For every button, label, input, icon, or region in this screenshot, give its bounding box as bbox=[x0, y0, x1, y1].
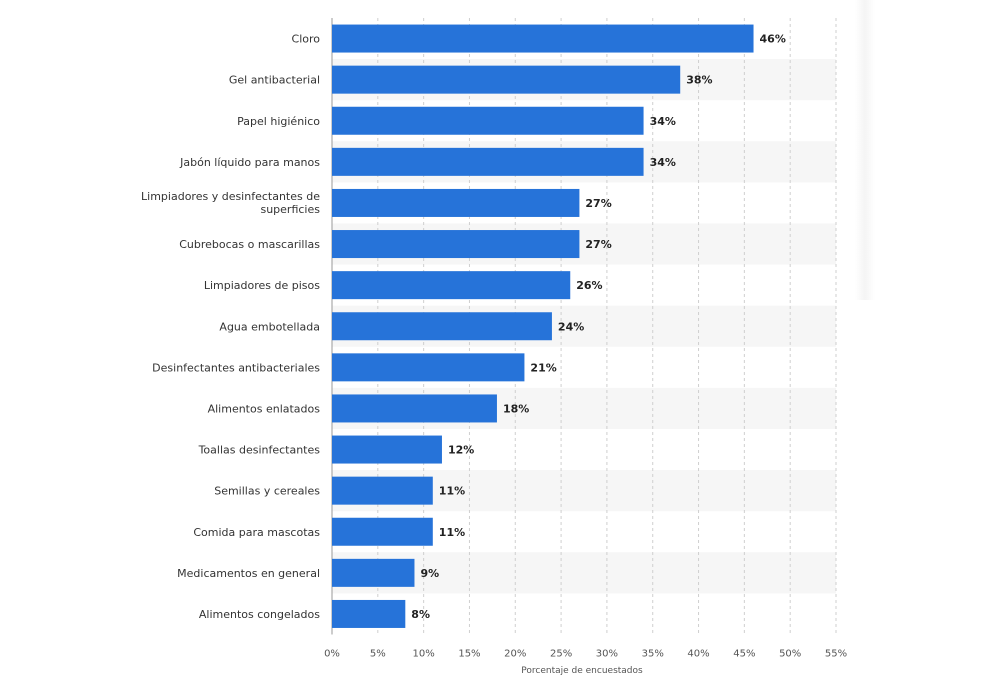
bar bbox=[332, 558, 415, 587]
value-label: 26% bbox=[576, 279, 602, 292]
value-label: 9% bbox=[420, 567, 439, 580]
bar bbox=[332, 394, 497, 423]
bar bbox=[332, 24, 754, 53]
value-label: 11% bbox=[439, 526, 465, 539]
x-tick-label: 15% bbox=[458, 649, 480, 660]
category-label: Comida para mascotas bbox=[193, 526, 320, 539]
x-axis-title: Porcentaje de encuestados bbox=[521, 666, 643, 676]
x-tick-label: 10% bbox=[413, 649, 435, 660]
value-label: 27% bbox=[585, 238, 611, 251]
value-label: 46% bbox=[760, 33, 786, 46]
value-labels: 46% 38% 34% 34% 27% 27% 26% 24% 21% 18% 12% 11% 11% 9… bbox=[411, 33, 786, 621]
right-edge-shade bbox=[855, 0, 875, 300]
category-label: Toallas desinfectantes bbox=[198, 444, 321, 457]
bar bbox=[332, 312, 552, 341]
bar bbox=[332, 230, 580, 259]
value-label: 11% bbox=[439, 485, 465, 498]
x-tick-label: 20% bbox=[504, 649, 526, 660]
bar bbox=[332, 271, 571, 300]
bar bbox=[332, 476, 433, 505]
x-tick-label: 45% bbox=[733, 649, 755, 660]
x-tick-label: 50% bbox=[779, 649, 801, 660]
x-tick-label: 5% bbox=[370, 649, 386, 660]
category-label: Alimentos congelados bbox=[199, 608, 320, 621]
category-label: Agua embotellada bbox=[219, 320, 320, 333]
category-label: Alimentos enlatados bbox=[208, 402, 321, 415]
category-label: Medicamentos en general bbox=[177, 567, 320, 580]
x-tick-label: 55% bbox=[825, 649, 847, 660]
x-tick-label: 25% bbox=[550, 649, 572, 660]
value-label: 34% bbox=[650, 115, 676, 128]
bar bbox=[332, 517, 433, 546]
value-label: 18% bbox=[503, 402, 529, 415]
bars bbox=[332, 24, 754, 628]
bar bbox=[332, 435, 442, 464]
x-tick-label: 0% bbox=[324, 649, 340, 660]
bar bbox=[332, 106, 644, 135]
value-label: 8% bbox=[411, 608, 430, 621]
bar bbox=[332, 599, 406, 628]
row-stripe bbox=[332, 552, 836, 594]
category-label: Desinfectantes antibacteriales bbox=[152, 361, 320, 374]
bar bbox=[332, 353, 525, 382]
value-label: 12% bbox=[448, 444, 474, 457]
value-label: 34% bbox=[650, 156, 676, 169]
value-label: 24% bbox=[558, 320, 584, 333]
category-label: Cubrebocas o mascarillas bbox=[179, 238, 320, 251]
bar bbox=[332, 65, 681, 94]
bar bbox=[332, 188, 580, 217]
x-tick-label: 35% bbox=[642, 649, 664, 660]
value-label: 21% bbox=[530, 361, 556, 374]
x-tick-label: 40% bbox=[687, 649, 709, 660]
category-label: Jabón líquido para manos bbox=[179, 156, 320, 169]
x-axis-ticks: 0% 5% 10% 15% 20% 25% 30% 35% 40% 45% 50% 55% bbox=[324, 649, 847, 660]
bar bbox=[332, 147, 644, 176]
category-label: Gel antibacterial bbox=[229, 74, 320, 87]
value-label: 27% bbox=[585, 197, 611, 210]
category-label: Semillas y cereales bbox=[214, 485, 320, 498]
category-labels: Cloro Gel antibacterial Papel higiénico Jab… bbox=[141, 33, 320, 621]
category-label: Limpiadores y desinfectantes de superfici… bbox=[141, 190, 320, 216]
x-tick-label: 30% bbox=[596, 649, 618, 660]
category-label: Limpiadores de pisos bbox=[204, 279, 320, 292]
value-label: 38% bbox=[686, 74, 712, 87]
category-label: Papel higiénico bbox=[237, 115, 320, 128]
category-label: Cloro bbox=[292, 33, 321, 46]
